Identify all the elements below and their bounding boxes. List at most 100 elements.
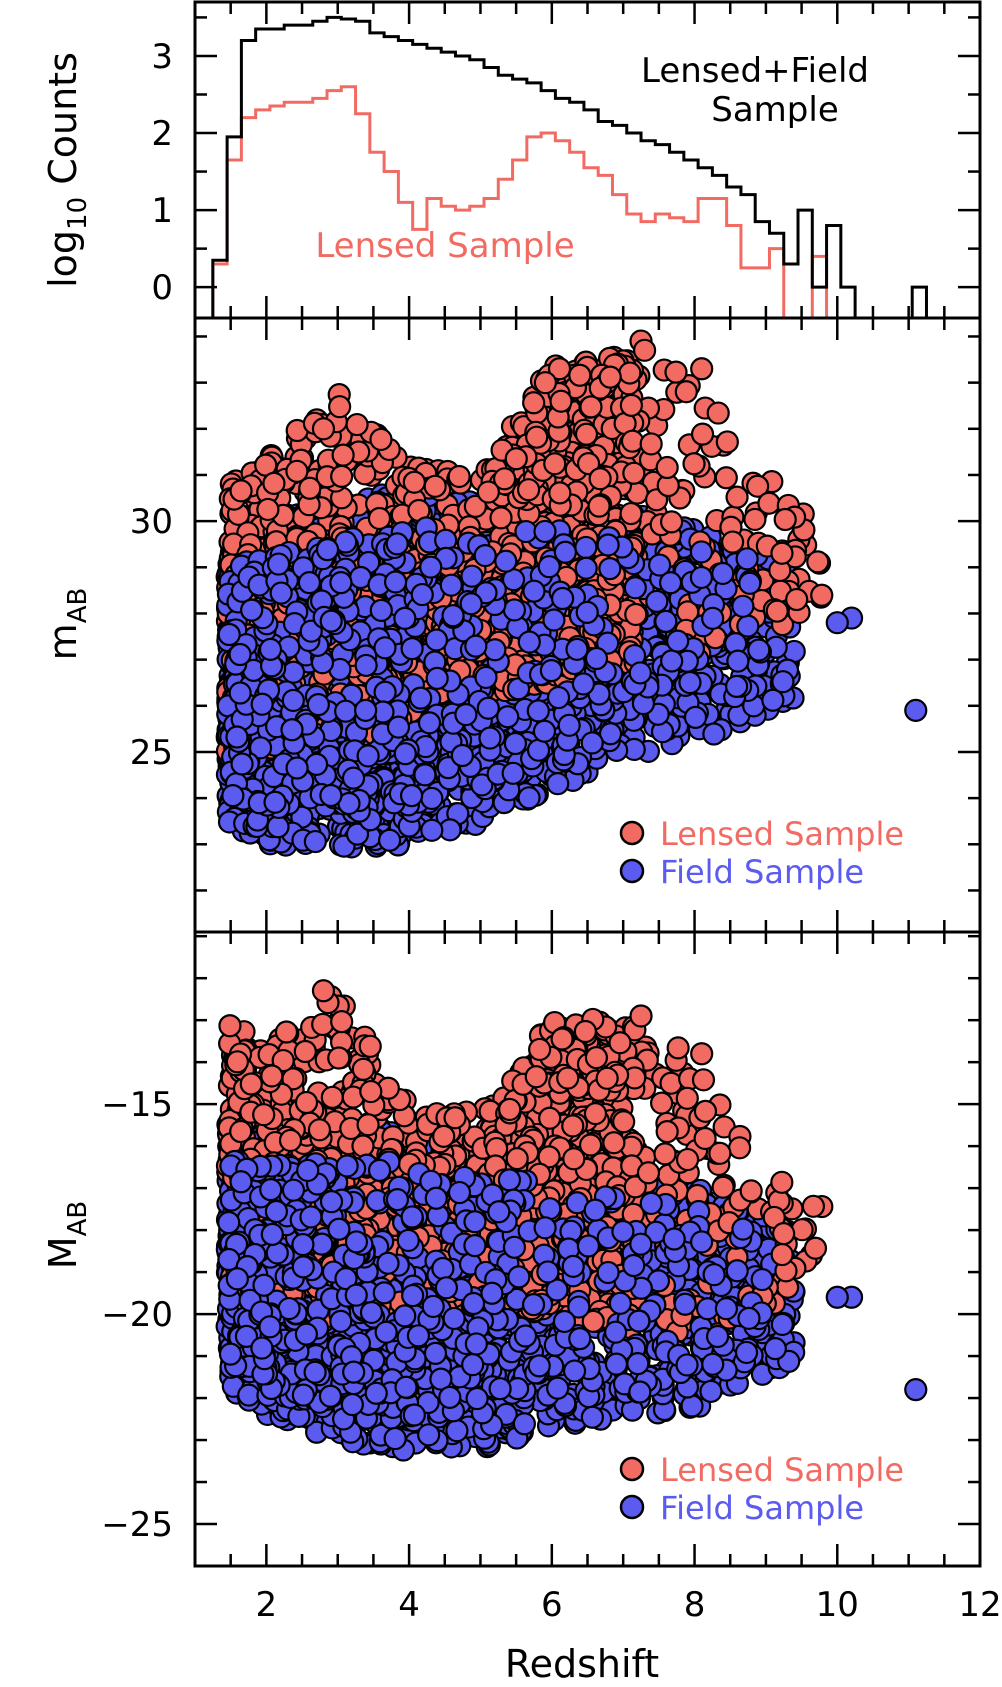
field-point [598, 557, 622, 581]
app-ytick-label: 25 [130, 733, 173, 773]
lensed-point [547, 357, 572, 381]
field-point [514, 519, 538, 544]
field-point [425, 666, 449, 690]
lensed-point [285, 459, 309, 483]
field-point [266, 815, 290, 839]
field-point [410, 582, 434, 607]
field-point [419, 555, 443, 579]
lensed-point [655, 455, 679, 480]
field-point [356, 744, 380, 768]
field-point [678, 670, 702, 695]
field-point [501, 761, 525, 785]
lensed-outlier-point [311, 417, 336, 441]
lensed-point [770, 541, 794, 565]
field-point [494, 549, 518, 573]
field-point [580, 731, 604, 755]
lensed-point [715, 430, 739, 454]
field-point [221, 784, 245, 808]
field-point [725, 674, 749, 698]
field-point [596, 533, 620, 557]
field-point [424, 628, 449, 652]
field-point [417, 711, 442, 735]
lensed-point [806, 550, 830, 574]
field-outlier-point [825, 611, 849, 635]
field-point [441, 604, 465, 628]
field-point [761, 688, 785, 712]
field-point [526, 738, 551, 762]
lensed-point [619, 501, 643, 526]
field-point [474, 665, 498, 690]
lensed-point [533, 371, 557, 395]
lensed-point [476, 480, 500, 504]
field-point [546, 772, 570, 796]
lensed-point [622, 461, 646, 485]
field-point [240, 598, 264, 622]
field-point [281, 688, 305, 713]
histogram-lensed-step [211, 85, 841, 320]
field-point [450, 743, 474, 768]
field-point [413, 763, 437, 787]
field-point [550, 586, 575, 611]
field-point [225, 725, 249, 749]
field-point [539, 659, 563, 683]
hist-ytick-label: 1 [151, 191, 173, 231]
lensed-point [725, 485, 749, 509]
field-point [354, 698, 378, 722]
field-point [542, 608, 566, 632]
lensed-point [262, 471, 286, 495]
field-point [574, 556, 598, 580]
lensed-point [330, 464, 354, 488]
field-point [409, 686, 433, 710]
field-point [315, 538, 340, 562]
field-point [711, 561, 735, 586]
field-point [575, 600, 599, 624]
lensed-point [620, 429, 645, 453]
field-point [345, 822, 370, 846]
lensed-point [402, 470, 426, 494]
field-point [565, 637, 589, 661]
lensed-point [587, 494, 611, 518]
lensed-point [548, 481, 572, 505]
field-point [517, 786, 541, 810]
field-point [228, 681, 252, 705]
hist-frame [193, 0, 982, 320]
field-point [306, 693, 330, 717]
hist-ytick-label: 0 [151, 268, 173, 308]
lensed-point [516, 478, 541, 502]
lensed-point [810, 583, 834, 607]
field-point [459, 592, 483, 616]
field-point [648, 553, 672, 577]
field-point [738, 571, 762, 595]
field-point [285, 756, 309, 780]
field-point [478, 726, 502, 750]
field-point [230, 752, 254, 776]
field-point [496, 705, 520, 729]
field-point [393, 606, 417, 631]
lensed-point [256, 497, 280, 522]
lensed-point [588, 467, 612, 491]
field-point [354, 653, 378, 678]
field-point [378, 828, 402, 852]
field-point [464, 634, 488, 658]
lensed-point [639, 432, 663, 456]
field-point [369, 598, 393, 622]
field-point [420, 786, 444, 811]
hist-ytick-label: 3 [151, 37, 173, 77]
field-point [503, 731, 528, 756]
field-point [517, 630, 541, 654]
field-outlier-point [904, 698, 928, 723]
field-point [217, 622, 241, 647]
lensed-point [525, 425, 549, 449]
lensed-point [447, 464, 471, 489]
histogram-total-step [211, 15, 928, 318]
field-point [393, 742, 417, 766]
field-point [341, 766, 366, 790]
field-point [689, 540, 714, 564]
field-point [269, 581, 293, 605]
field-point [553, 540, 577, 564]
field-point [628, 661, 652, 685]
field-point [747, 638, 771, 662]
field-point [420, 818, 444, 842]
